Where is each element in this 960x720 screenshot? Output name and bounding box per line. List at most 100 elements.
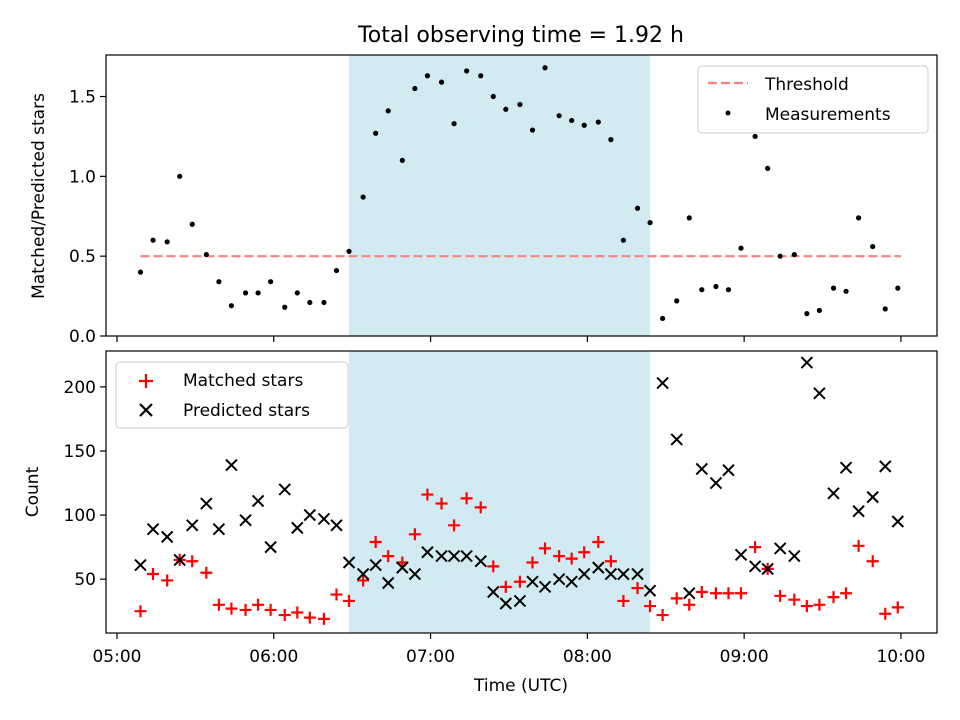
x-axis-label: Time (UTC) (473, 676, 568, 696)
predicted-point (800, 356, 814, 369)
matched-point (539, 542, 552, 555)
matched-point (526, 556, 539, 569)
matched-point (487, 560, 500, 573)
matched-point (460, 492, 473, 505)
predicted-point (788, 549, 801, 563)
matched-point (161, 574, 174, 587)
predicted-point (813, 387, 826, 400)
x-ticks-bottom: 05:00 06:00 07:00 08:00 09:00 10:00 (92, 633, 925, 667)
measurement-point (333, 267, 340, 274)
measurement-point (542, 65, 548, 71)
predicted-point (447, 549, 461, 563)
measurement-point (870, 243, 876, 250)
matched-point (879, 607, 892, 620)
measurement-point (882, 306, 888, 312)
measurement-point (556, 113, 562, 119)
predicted-point (460, 549, 473, 563)
legend-predicted-label: Predicted stars (183, 401, 310, 421)
predicted-point (134, 558, 147, 572)
measurement-point (177, 173, 183, 179)
predicted-point (382, 576, 395, 590)
matched-point (722, 587, 735, 600)
measurement-point (608, 137, 614, 143)
matched-point (303, 611, 316, 624)
predicted-point (643, 584, 657, 597)
predicted-point (173, 553, 186, 567)
measurement-point (189, 221, 195, 227)
measurement-point (424, 73, 431, 79)
measurement-point (228, 303, 235, 309)
measurement-point (529, 127, 536, 133)
predicted-point (734, 548, 748, 562)
matched-point (252, 598, 265, 611)
matched-point (644, 600, 657, 613)
matched-point (788, 593, 801, 606)
matched-point (264, 603, 277, 616)
chart-title: Total observing time = 1.92 h (357, 23, 684, 48)
measurement-point (268, 279, 274, 285)
measurement-point (856, 215, 862, 221)
y-tick-label: 100 (64, 506, 96, 526)
predicted-point (487, 585, 500, 599)
measurement-point (699, 287, 705, 293)
predicted-point (670, 433, 683, 446)
y-tick-label: 1.5 (69, 88, 96, 108)
predicted-point (592, 561, 605, 574)
y-tick-label: 150 (64, 442, 96, 462)
measurement-point (399, 157, 405, 163)
predicted-point (186, 519, 199, 532)
measurement-point (686, 215, 692, 221)
matched-point (774, 589, 787, 602)
x-tick-label: 05:00 (92, 647, 141, 667)
predicted-point (200, 497, 213, 510)
predicted-point (499, 597, 513, 610)
measurement-point (752, 133, 758, 140)
legend-measurements-label: Measurements (765, 105, 891, 125)
measurement-point (478, 73, 484, 79)
predicted-point (565, 575, 578, 588)
measurement-point (282, 304, 288, 310)
matched-point (239, 603, 252, 616)
matched-point (813, 598, 826, 611)
predicted-point (695, 462, 709, 476)
y-ticks-bottom: 50 100 150 200 (64, 378, 106, 590)
predicted-point (891, 515, 905, 528)
matched-point (553, 550, 566, 563)
y-ticks-top: 0.0 0.5 1.0 1.5 (69, 88, 106, 347)
y-tick-label: 0.5 (69, 247, 96, 267)
matched-point (134, 605, 147, 618)
predicted-point (317, 512, 331, 526)
predicted-point (722, 464, 735, 477)
predicted-point (146, 522, 160, 536)
measurement-point (895, 285, 901, 291)
predicted-point (578, 567, 591, 581)
measurement-point (451, 121, 457, 127)
matched-point (749, 541, 762, 554)
matched-point (278, 609, 291, 622)
measurement-point (412, 85, 418, 92)
matched-point (840, 587, 853, 600)
matched-point (891, 601, 904, 614)
matched-point (683, 598, 696, 611)
x-ticks-top (116, 336, 902, 342)
measurement-point (164, 239, 170, 245)
predicted-point (513, 594, 527, 608)
measurement-point (203, 251, 209, 258)
measurement-point (660, 315, 666, 322)
matched-point (317, 612, 330, 625)
measurement-point (595, 119, 601, 125)
highlight-span-bottom (349, 351, 651, 633)
measurement-point (373, 130, 379, 136)
axes-frame-bottom (105, 350, 938, 634)
y-tick-label: 50 (74, 570, 96, 590)
predicted-point (879, 460, 892, 473)
predicted-point (369, 558, 382, 572)
matched-stars-marks (134, 488, 904, 625)
predicted-point (356, 567, 370, 581)
legend-matched-swatch (139, 374, 153, 388)
predicted-point (683, 587, 696, 600)
matched-point (291, 606, 304, 619)
measurement-point (804, 311, 810, 317)
matched-point (695, 585, 708, 598)
